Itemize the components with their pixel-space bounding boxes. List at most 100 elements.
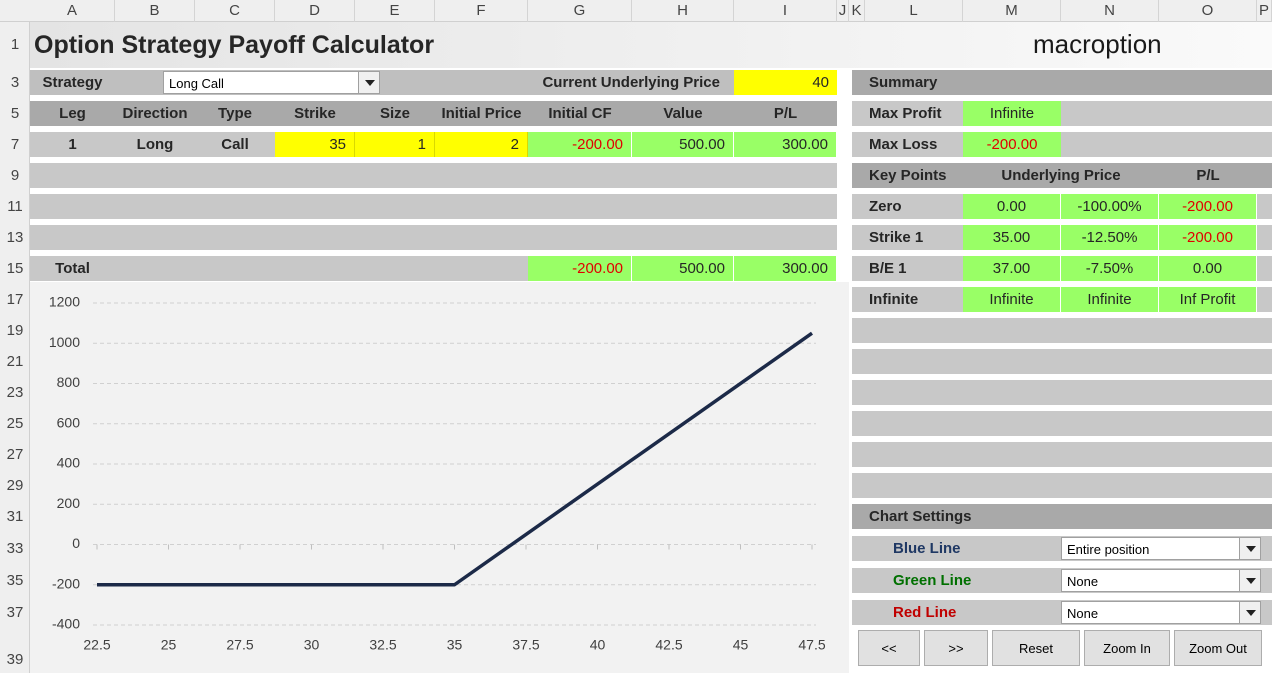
column-header: I (734, 0, 837, 22)
button[interactable]: << (858, 630, 920, 666)
line-setting-label: Blue Line (893, 540, 961, 557)
line-setting-label: Red Line (893, 604, 957, 621)
x-tick-label: 22.5 (83, 637, 110, 653)
chart-settings-title: Chart Settings (869, 508, 972, 525)
total-value: 300.00 (734, 256, 837, 281)
column-header: B (115, 0, 195, 22)
band (30, 101, 837, 126)
band (852, 70, 1272, 95)
dropdown-arrow[interactable] (1239, 601, 1261, 624)
column-header: H (632, 0, 734, 22)
column-header: L (865, 0, 963, 22)
y-tick-label: 600 (57, 414, 81, 430)
row-header: 11 (7, 198, 23, 215)
key-point-value: Infinite (1061, 287, 1159, 312)
band (852, 411, 1272, 436)
band (852, 132, 1272, 157)
dropdown-arrow[interactable] (358, 71, 380, 94)
y-tick-label: 800 (57, 374, 81, 390)
key-point-value: -200.00 (1159, 194, 1257, 219)
dropdown-arrow[interactable] (1239, 537, 1261, 560)
leg-cell: 35 (275, 132, 355, 157)
band (852, 349, 1272, 374)
line-setting-select[interactable]: Entire position (1061, 537, 1261, 560)
key-point-value: 35.00 (963, 225, 1061, 250)
button[interactable]: Reset (992, 630, 1080, 666)
column-header: C (195, 0, 275, 22)
key-point-label: Infinite (869, 291, 919, 308)
x-tick-label: 37.5 (512, 637, 539, 653)
payoff-chart: -400 -200 0 200 400 600 800 1000 1200 22.5 25 27.5 3… (30, 282, 849, 673)
row-header: 25 (6, 415, 24, 432)
title: Option Strategy Payoff Calculator (34, 31, 435, 59)
leg-header: P/L (773, 105, 798, 122)
summary-label: Max Profit (869, 105, 942, 122)
leg-header: Leg (59, 105, 86, 122)
column-header: A (30, 0, 115, 22)
logo: macroption (1033, 29, 1162, 59)
row-header: 31 (6, 508, 24, 525)
key-point-value: -200.00 (1159, 225, 1257, 250)
y-tick-label: 1200 (49, 294, 80, 310)
summary-value: -200.00 (963, 132, 1061, 157)
y-tick-label: 0 (72, 535, 80, 551)
key-point-value: Inf Profit (1159, 287, 1257, 312)
leg-header: Initial Price (441, 105, 522, 122)
payoff-line (97, 331, 814, 587)
row-header: 35 (6, 572, 24, 589)
x-tick-label: 35 (447, 637, 463, 653)
row-header: 39 (6, 651, 24, 668)
leg-cell: 1 (355, 132, 435, 157)
summary-value: Infinite (963, 101, 1061, 126)
line-setting-select[interactable]: None (1061, 569, 1261, 592)
y-tick-label: -200 (52, 575, 80, 591)
total-value: 500.00 (632, 256, 734, 281)
dropdown-arrow[interactable] (1239, 569, 1261, 592)
key-point-label: Zero (869, 198, 902, 215)
summary-label: Max Loss (869, 136, 938, 153)
row-header: 37 (6, 604, 24, 621)
row-header: 1 (10, 36, 20, 53)
y-tick-label: 200 (57, 495, 81, 511)
x-tick-label: 25 (161, 637, 177, 653)
key-point-value: 0.00 (963, 194, 1061, 219)
key-point-label: Strike 1 (869, 229, 924, 246)
column-header: G (528, 0, 632, 22)
key-points-header: P/L (1196, 167, 1220, 184)
y-tick-label: 400 (57, 455, 81, 471)
x-tick-label: 45 (733, 637, 749, 653)
column-header: E (355, 0, 435, 22)
row-header: 13 (6, 229, 24, 246)
button[interactable]: Zoom In (1084, 630, 1170, 666)
band (852, 101, 1272, 126)
leg-header: Type (218, 105, 252, 122)
row-header: 19 (6, 322, 24, 339)
leg-cell: Call (221, 136, 249, 153)
row-header: 15 (6, 260, 24, 277)
band (852, 318, 1272, 343)
line-setting-select[interactable]: None (1061, 601, 1261, 624)
button[interactable]: Zoom Out (1174, 630, 1262, 666)
x-tick-label: 30 (304, 637, 320, 653)
key-point-label: B/E 1 (869, 260, 907, 277)
row-header: 5 (10, 105, 20, 122)
column-header: O (1159, 0, 1257, 22)
leg-cell: -200.00 (528, 132, 632, 157)
leg-header: Strike (294, 105, 336, 122)
column-header: N (1061, 0, 1159, 22)
key-points-header: Underlying Price (1001, 167, 1121, 184)
title-bar (30, 22, 1272, 68)
strategy-select[interactable]: Long Call (163, 71, 380, 94)
underlying-price: 40 (734, 70, 837, 95)
leg-cell: 300.00 (734, 132, 837, 157)
leg-cell: 500.00 (632, 132, 734, 157)
button[interactable]: >> (924, 630, 988, 666)
y-tick-label: 1000 (49, 334, 80, 350)
x-tick-label: 40 (590, 637, 606, 653)
key-point-value: 37.00 (963, 256, 1061, 281)
row-header: 29 (6, 477, 24, 494)
x-tick-label: 32.5 (369, 637, 396, 653)
leg-header: Direction (122, 105, 188, 122)
row-header: 23 (6, 384, 24, 401)
